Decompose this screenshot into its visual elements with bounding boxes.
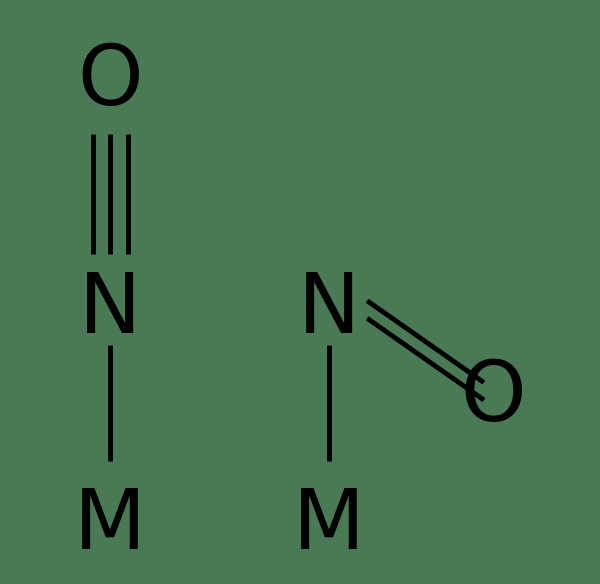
Text: N: N [298, 269, 361, 350]
Text: O: O [460, 357, 526, 437]
Text: M: M [293, 485, 365, 566]
Text: M: M [74, 485, 146, 566]
Text: N: N [79, 269, 142, 350]
Text: O: O [77, 41, 143, 122]
